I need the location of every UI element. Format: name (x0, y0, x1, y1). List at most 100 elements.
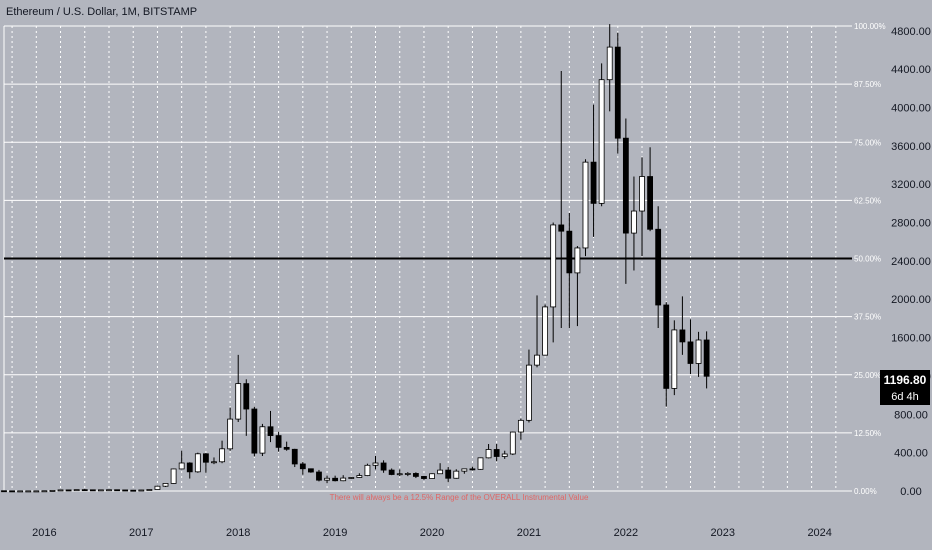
candle-body (477, 457, 484, 470)
candle (162, 483, 169, 487)
candle (655, 206, 662, 329)
candle-body (655, 228, 662, 306)
candle (526, 349, 532, 423)
time-axis[interactable]: 2016 2017 2018 2019 2020 2021 2022 2023 2024 (32, 527, 832, 539)
candle-body (631, 210, 637, 234)
candle (73, 489, 80, 492)
candle (316, 469, 322, 482)
fib-label: 0.00% (854, 487, 877, 496)
candle-body (41, 490, 48, 493)
candle-body (606, 46, 613, 81)
candle (267, 410, 274, 443)
candle (364, 463, 371, 477)
candle (122, 489, 129, 492)
last-price-value: 1196.80 (884, 373, 927, 387)
candle (550, 222, 557, 343)
candle-body (574, 247, 581, 274)
candle (493, 444, 500, 462)
candle-body (57, 489, 64, 492)
candle-body (469, 468, 476, 471)
candle (574, 246, 581, 327)
fib-label: 100.00% (854, 22, 886, 31)
last-price-label[interactable]: 1196.80 6d 4h (880, 370, 930, 405)
candles (1, 24, 710, 493)
candle-body (283, 446, 290, 450)
candle-body (404, 473, 411, 475)
candle-body (348, 477, 355, 479)
candle (33, 490, 40, 493)
candle (396, 469, 403, 477)
candle-body (542, 306, 549, 356)
candle-body (461, 468, 468, 472)
candle (340, 475, 347, 482)
candle (194, 452, 201, 473)
candle (57, 489, 64, 492)
candle (614, 32, 621, 154)
candle (469, 466, 476, 471)
candle-body (219, 448, 225, 463)
candle-body (178, 462, 185, 470)
candle-body (396, 473, 403, 476)
year-tick-label: 2021 (517, 527, 541, 539)
fib-label: 87.50% (854, 80, 881, 89)
candle (41, 490, 48, 493)
year-tick-label: 2017 (129, 527, 153, 539)
candle-body (251, 408, 258, 454)
candle (332, 475, 339, 482)
price-tick-label: 4400.00 (891, 64, 931, 76)
candle (485, 444, 492, 459)
candle (695, 331, 702, 377)
candle (477, 457, 484, 470)
candle (299, 461, 306, 475)
candle-body (316, 471, 322, 481)
candle-body (227, 418, 234, 450)
candle-body (73, 489, 80, 492)
candle (639, 157, 645, 257)
price-tick-label: 1600.00 (891, 333, 931, 345)
candle (178, 450, 185, 470)
candle-body (412, 473, 419, 477)
candle-body (453, 470, 460, 479)
candle-body (65, 489, 72, 492)
candle (154, 485, 161, 490)
candle-body (517, 419, 524, 433)
candle-body (275, 435, 282, 448)
candle (421, 476, 427, 480)
last-price-label-bg (880, 370, 930, 405)
candle-body (372, 462, 379, 466)
candle-body (267, 426, 274, 436)
candle (106, 489, 112, 492)
candle (461, 468, 468, 474)
candle (388, 468, 395, 476)
candle-body (98, 489, 104, 492)
candle (17, 490, 24, 493)
fib-label: 25.00% (854, 371, 881, 380)
candle (283, 441, 290, 451)
candle-body (81, 489, 88, 492)
candle-body (614, 46, 621, 139)
candle (671, 320, 678, 396)
candle (647, 147, 653, 232)
candle-body (17, 490, 24, 493)
year-tick-label: 2023 (711, 527, 735, 539)
candle-body (566, 230, 573, 274)
candle-body (170, 468, 177, 484)
candle-body (9, 490, 15, 493)
candle-body (526, 364, 532, 421)
candle-body (703, 339, 710, 377)
candle (211, 457, 217, 465)
candle-body (582, 161, 589, 249)
price-tick-label: 2000.00 (891, 294, 931, 306)
candle-body (671, 329, 678, 389)
candle-body (429, 473, 435, 479)
candle-body (679, 329, 686, 343)
candle-body (388, 469, 395, 475)
year-tick-label: 2024 (807, 527, 831, 539)
candle (412, 472, 419, 479)
candle (25, 490, 32, 493)
candle-body (509, 431, 516, 455)
candle-body (203, 453, 209, 463)
candle (275, 431, 282, 452)
